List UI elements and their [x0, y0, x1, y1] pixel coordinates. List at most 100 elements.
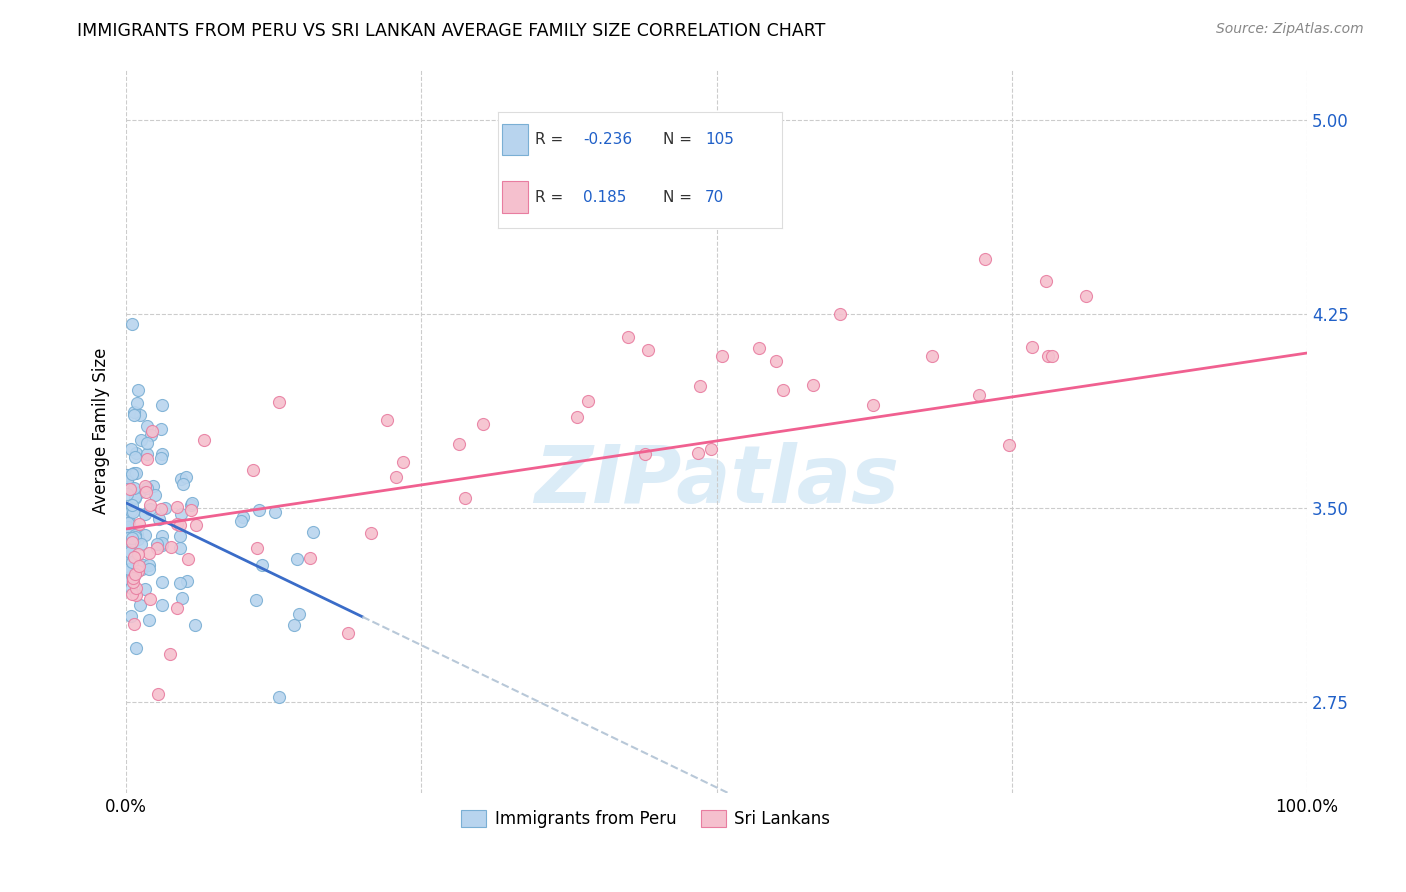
Point — [576, 394, 599, 409]
Point — [153, 500, 176, 515]
Point — [131, 562, 153, 576]
Point — [169, 575, 191, 590]
Point — [772, 383, 794, 397]
Point — [138, 562, 160, 576]
Point — [298, 551, 321, 566]
Point — [117, 531, 139, 545]
Point — [391, 455, 413, 469]
Point — [117, 516, 139, 531]
Point — [360, 526, 382, 541]
Point — [115, 486, 138, 500]
Point — [288, 607, 311, 621]
Point — [117, 546, 139, 560]
Point — [122, 408, 145, 422]
Point — [117, 477, 139, 491]
Point — [124, 529, 146, 543]
Point — [115, 468, 138, 483]
Point — [129, 433, 152, 447]
Point — [998, 437, 1021, 451]
Point — [139, 428, 162, 442]
Text: IMMIGRANTS FROM PERU VS SRI LANKAN AVERAGE FAMILY SIZE CORRELATION CHART: IMMIGRANTS FROM PERU VS SRI LANKAN AVERA… — [77, 22, 825, 40]
Point — [135, 485, 157, 500]
Point — [801, 378, 824, 392]
Point — [184, 518, 207, 533]
Point — [115, 474, 138, 488]
Point — [124, 528, 146, 542]
Point — [150, 599, 173, 613]
Point — [169, 541, 191, 556]
Point — [127, 532, 149, 546]
Point — [138, 558, 160, 572]
Point — [118, 544, 141, 558]
Point — [283, 618, 305, 632]
Point — [115, 474, 138, 488]
Point — [125, 641, 148, 656]
Point — [115, 511, 138, 525]
Point — [828, 307, 851, 321]
Point — [143, 488, 166, 502]
Point — [146, 537, 169, 551]
Point — [121, 531, 143, 545]
Point — [139, 502, 162, 516]
Point — [117, 519, 139, 533]
Point — [689, 379, 711, 393]
Point — [166, 516, 188, 531]
Point — [150, 529, 173, 543]
Point — [862, 398, 884, 412]
Point — [447, 436, 470, 450]
Point — [128, 517, 150, 532]
Point — [710, 349, 733, 363]
Point — [336, 626, 359, 640]
Point — [148, 512, 170, 526]
Point — [172, 476, 194, 491]
Point — [124, 450, 146, 464]
Point — [232, 509, 254, 524]
Point — [634, 447, 657, 461]
Point — [264, 505, 287, 519]
Point — [121, 467, 143, 482]
Point — [193, 434, 215, 448]
Point — [1021, 340, 1043, 354]
Point — [127, 526, 149, 541]
Point — [127, 547, 149, 561]
Point — [122, 569, 145, 583]
Point — [301, 524, 323, 539]
Point — [129, 537, 152, 551]
Point — [180, 498, 202, 512]
Point — [176, 574, 198, 589]
Point — [285, 552, 308, 566]
Point — [134, 507, 156, 521]
Point — [122, 549, 145, 564]
Point — [121, 318, 143, 332]
Point — [125, 466, 148, 480]
Point — [135, 452, 157, 467]
Point — [765, 354, 787, 368]
Point — [134, 582, 156, 596]
Point — [121, 535, 143, 549]
Point — [120, 442, 142, 456]
Point — [567, 409, 589, 424]
Point — [121, 571, 143, 585]
Point — [146, 687, 169, 701]
Point — [122, 466, 145, 480]
Point — [125, 396, 148, 410]
Point — [688, 446, 710, 460]
Point — [121, 587, 143, 601]
Point — [231, 514, 253, 528]
Point — [247, 502, 270, 516]
Point — [454, 491, 477, 505]
Point — [120, 523, 142, 537]
Point — [159, 647, 181, 661]
Point — [245, 592, 267, 607]
Point — [135, 436, 157, 450]
Point — [128, 485, 150, 500]
Point — [139, 498, 162, 512]
Point — [122, 616, 145, 631]
Point — [637, 343, 659, 357]
Point — [149, 422, 172, 436]
Point — [129, 599, 152, 613]
Point — [748, 342, 770, 356]
Point — [177, 552, 200, 566]
Point — [142, 478, 165, 492]
Point — [180, 496, 202, 510]
